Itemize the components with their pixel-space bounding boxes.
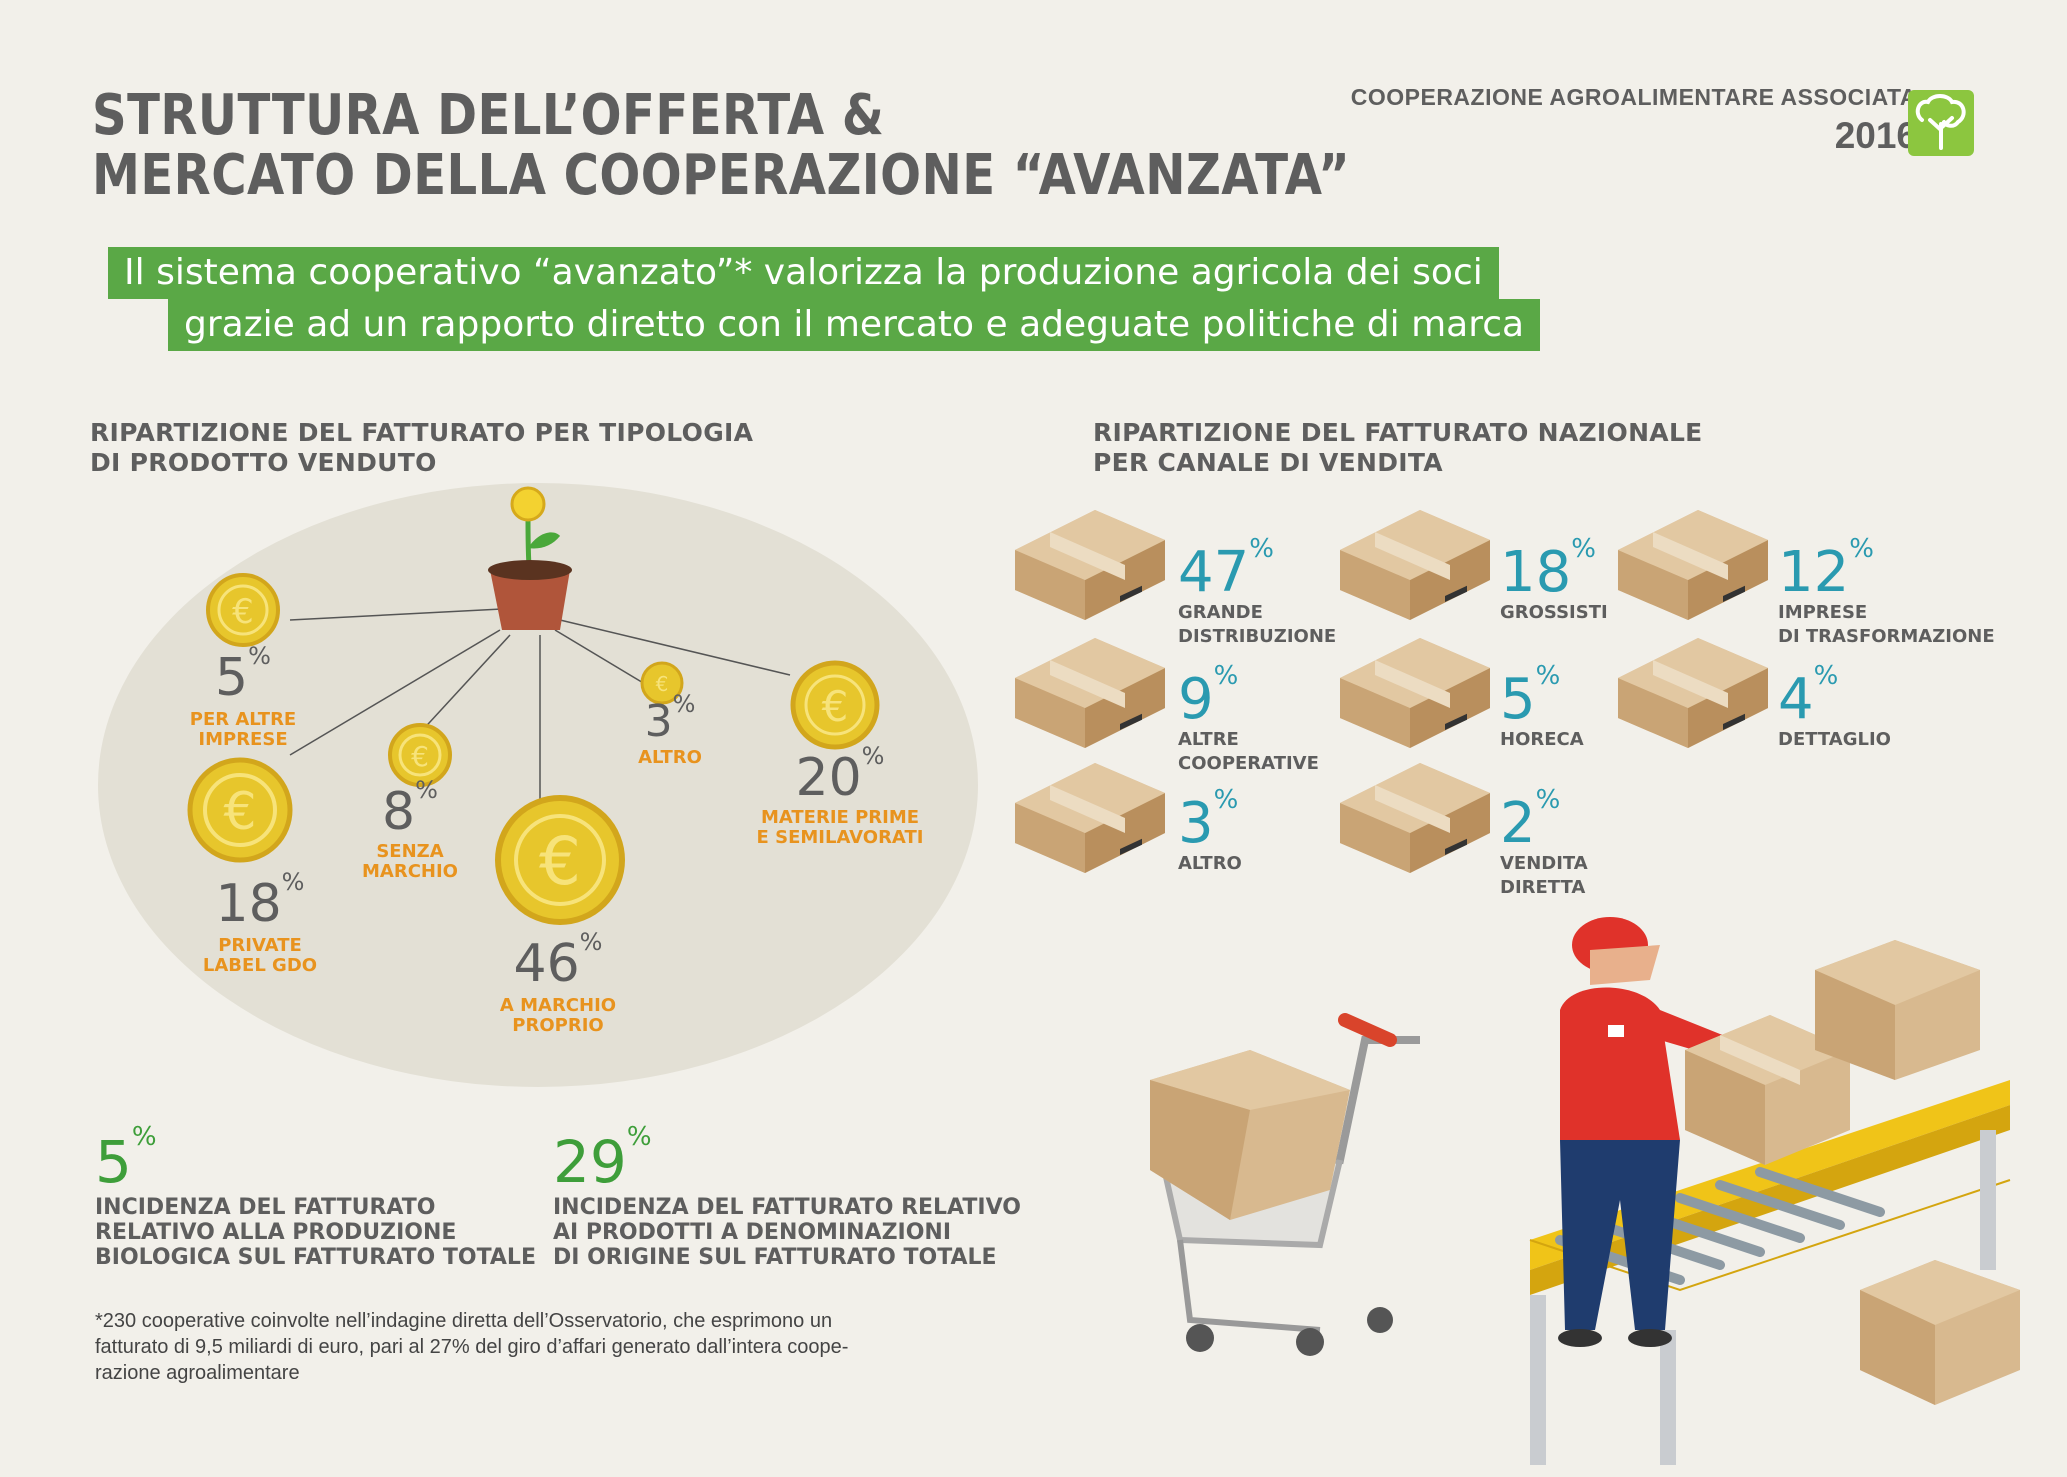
brand-block: COOPERAZIONE AGROALIMENTARE ASSOCIATA 20… xyxy=(1351,84,1917,157)
product-title-line-2: DI PRODOTTO VENDUTO xyxy=(90,448,437,477)
channel-value: 9% xyxy=(1178,661,1239,732)
product-value: 3% xyxy=(644,690,696,747)
channel-value: 4% xyxy=(1778,661,1839,732)
intro-line-2: grazie ad un rapporto diretto con il mer… xyxy=(168,299,1541,351)
product-item: 3% ALTRO xyxy=(615,690,725,768)
product-label: PRIVATE LABEL GDO xyxy=(202,935,318,976)
cardboard-box-icon xyxy=(1340,510,1490,620)
cardboard-box-icon xyxy=(1618,638,1768,748)
cardboard-box-icon xyxy=(1340,763,1490,873)
product-value: 20% xyxy=(795,742,885,808)
channel-value: 47% xyxy=(1178,534,1274,605)
product-item: 5% PER ALTRE IMPRESE xyxy=(168,642,318,750)
channel-value: 5% xyxy=(1500,661,1561,732)
stat-organic: 5% INCIDENZA DEL FATTURATO RELATIVO ALLA … xyxy=(95,1122,536,1270)
product-item: 20% MATERIE PRIME E SEMILAVORATI xyxy=(740,742,940,848)
cardboard-box-icon xyxy=(1860,1260,2020,1405)
channel-item: 47% GRANDE DISTRIBUZIONE xyxy=(1178,534,1337,649)
channel-label: IMPRESE DI TRASFORMAZIONE xyxy=(1778,602,1995,647)
channel-label: VENDITA DIRETTA xyxy=(1500,853,1588,898)
intro-line-1: Il sistema cooperativo “avanzato”* valor… xyxy=(108,247,1499,299)
product-item: 8% SENZA MARCHIO xyxy=(345,776,475,882)
svg-text:€: € xyxy=(223,782,256,842)
channel-label: DETTAGLIO xyxy=(1778,729,1891,750)
product-section-title: RIPARTIZIONE DEL FATTURATO PER TIPOLOGIA… xyxy=(90,418,753,478)
product-value: 18% xyxy=(215,868,305,934)
svg-text:€: € xyxy=(232,592,254,632)
channel-label: ALTRO xyxy=(1178,853,1242,874)
stat-value: 5% xyxy=(95,1122,157,1196)
org-name: COOPERAZIONE AGROALIMENTARE ASSOCIATA xyxy=(1350,84,1917,110)
euro-coin-icon: € xyxy=(495,795,625,925)
page-title: STRUTTURA DELL’OFFERTA & MERCATO DELLA C… xyxy=(92,86,1350,206)
stat-value: 29% xyxy=(553,1122,652,1196)
channel-item: 9% ALTRE COOPERATIVE xyxy=(1178,661,1319,776)
product-label: SENZA MARCHIO xyxy=(362,841,458,882)
channel-boxes xyxy=(1015,510,1768,873)
channel-title-line-1: RIPARTIZIONE DEL FATTURATO NAZIONALE xyxy=(1093,418,1703,447)
product-value: 5% xyxy=(215,642,271,708)
euro-coin-icon: € xyxy=(640,661,684,705)
product-label: PER ALTRE IMPRESE xyxy=(189,709,297,750)
channel-label: GROSSISTI xyxy=(1500,602,1608,623)
channel-label: ALTRE COOPERATIVE xyxy=(1178,729,1319,774)
worker-icon xyxy=(1558,917,1760,1347)
shopping-cart-icon xyxy=(1150,1013,1420,1356)
product-diagram: € € € € € € xyxy=(98,483,978,1087)
product-title-line-1: RIPARTIZIONE DEL FATTURATO PER TIPOLOGIA xyxy=(90,418,754,447)
stat-origin: 29% INCIDENZA DEL FATTURATO RELATIVO AI P… xyxy=(553,1122,1021,1270)
channel-item: 5% HORECA xyxy=(1500,661,1584,752)
svg-text:€: € xyxy=(656,672,669,696)
product-label: ALTRO xyxy=(638,747,702,768)
footnote: *230 cooperative coinvolte nell’indagine… xyxy=(95,1310,849,1384)
cardboard-box-icon xyxy=(1015,638,1165,748)
channel-value: 18% xyxy=(1500,534,1596,605)
svg-text:€: € xyxy=(539,823,581,900)
product-label: A MARCHIO PROPRIO xyxy=(499,995,617,1036)
svg-text:€: € xyxy=(822,682,849,731)
product-value: 46% xyxy=(513,928,603,994)
svg-text:€: € xyxy=(411,740,429,773)
euro-coin-icon: € xyxy=(790,660,880,750)
channel-section-title: RIPARTIZIONE DEL FATTURATO NAZIONALE PER… xyxy=(1093,418,1703,478)
channel-item: 12% IMPRESE DI TRASFORMAZIONE xyxy=(1778,534,1995,649)
cardboard-box-icon xyxy=(1618,510,1768,620)
year: 2016 xyxy=(1834,115,1917,156)
channel-item: 2% VENDITA DIRETTA xyxy=(1500,785,1588,900)
cardboard-box-icon xyxy=(1015,763,1165,873)
plant-pot-icon xyxy=(488,486,572,630)
channel-item: 18% GROSSISTI xyxy=(1500,534,1608,625)
channel-value: 12% xyxy=(1778,534,1874,605)
cardboard-box-icon xyxy=(1015,510,1165,620)
cardboard-box-icon xyxy=(1685,1015,1850,1165)
euro-coin-icon: € xyxy=(206,573,280,647)
diagram-background xyxy=(98,483,978,1087)
channel-item: 4% DETTAGLIO xyxy=(1778,661,1891,752)
product-label: MATERIE PRIME E SEMILAVORATI xyxy=(756,807,924,848)
stat-label: INCIDENZA DEL FATTURATO RELATIVO ALLA PRO… xyxy=(95,1195,536,1270)
product-item: 18% PRIVATE LABEL GDO xyxy=(180,868,340,976)
stat-label: INCIDENZA DEL FATTURATO RELATIVO AI PRODO… xyxy=(553,1195,1021,1270)
channel-value: 2% xyxy=(1500,785,1561,856)
channel-value: 3% xyxy=(1178,785,1239,856)
cardboard-box-icon xyxy=(1340,638,1490,748)
channel-item: 3% ALTRO xyxy=(1178,785,1242,876)
channel-label: HORECA xyxy=(1500,729,1584,750)
channel-title-line-2: PER CANALE DI VENDITA xyxy=(1093,448,1443,477)
product-item: 46% A MARCHIO PROPRIO xyxy=(478,928,638,1036)
title-line-2: MERCATO DELLA COOPERAZIONE “AVANZATA” xyxy=(92,143,1351,208)
channel-label: GRANDE DISTRIBUZIONE xyxy=(1178,602,1337,647)
title-line-1: STRUTTURA DELL’OFFERTA & xyxy=(92,83,885,148)
product-value: 8% xyxy=(382,776,438,842)
warehouse-illustration xyxy=(1150,917,2020,1465)
tree-logo-icon xyxy=(1908,90,1974,156)
euro-coin-icon: € xyxy=(187,757,293,863)
cardboard-box-icon xyxy=(1815,940,1980,1080)
euro-coin-icon: € xyxy=(388,723,452,787)
